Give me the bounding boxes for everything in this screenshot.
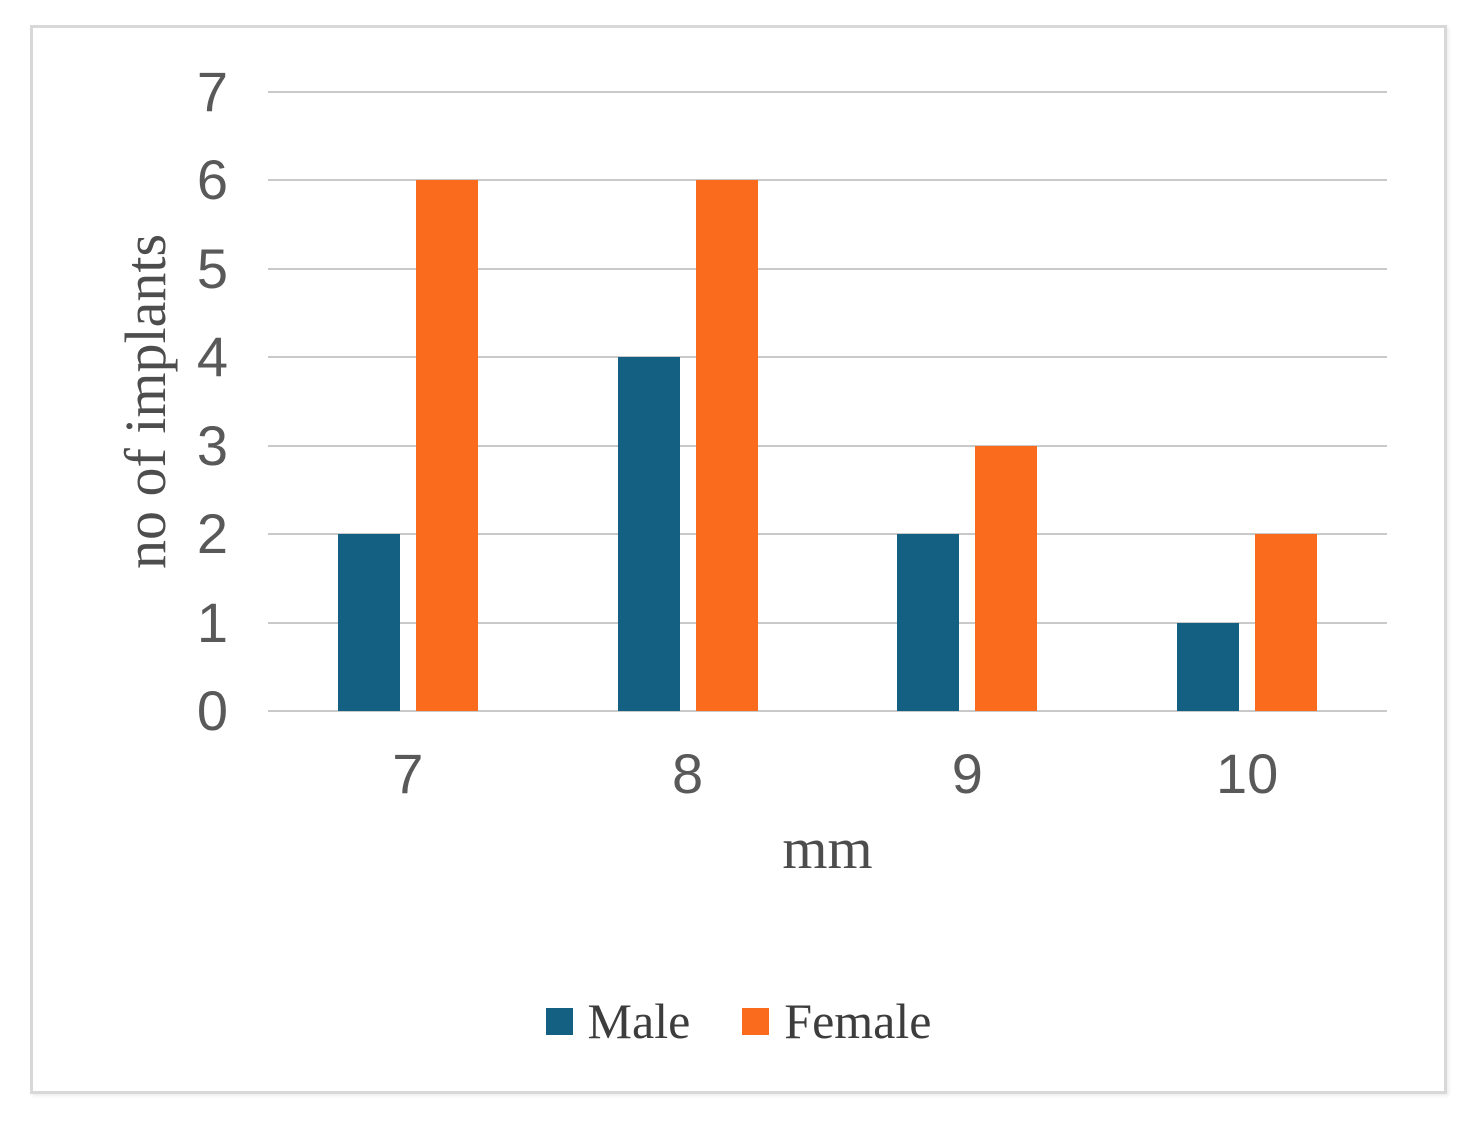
- gridline-y-3: [268, 444, 1387, 447]
- x-tick-label-7: 7: [392, 742, 424, 805]
- gridline-y-7: [268, 91, 1387, 93]
- gridline-y-6: [268, 179, 1387, 182]
- legend-swatch-male: [545, 1007, 573, 1035]
- bar-male-8: [617, 357, 680, 711]
- y-tick-label-7: 7: [196, 60, 228, 123]
- legend: Male Female: [33, 986, 1444, 1056]
- bar-female-8: [695, 180, 758, 711]
- y-tick-label-1: 1: [196, 590, 228, 654]
- legend-swatch-female: [742, 1007, 770, 1035]
- gridline-y-5: [268, 267, 1387, 270]
- gridline-y-0: [268, 710, 1387, 712]
- y-tick-label-5: 5: [196, 236, 228, 300]
- x-tick-label-8: 8: [672, 742, 704, 805]
- gridline-y-4: [268, 356, 1387, 359]
- legend-label-male: Male: [587, 993, 691, 1049]
- bar-male-7: [337, 534, 400, 711]
- legend-item-male: Male: [545, 993, 691, 1049]
- bar-male-10: [1177, 622, 1240, 711]
- y-tick-label-2: 2: [196, 502, 228, 566]
- gridline-y-2: [268, 533, 1387, 536]
- legend-item-female: Female: [742, 996, 931, 1046]
- gridline-y-1: [268, 621, 1387, 624]
- x-axis-title: mm: [782, 816, 873, 881]
- bar-female-7: [415, 180, 478, 711]
- plot-area: [268, 91, 1387, 712]
- bar-female-9: [975, 445, 1038, 711]
- y-tick-label-6: 6: [196, 148, 228, 212]
- x-tick-label-10: 10: [1215, 742, 1279, 805]
- bar-male-9: [897, 534, 960, 711]
- x-tick-label-9: 9: [951, 742, 983, 805]
- y-tick-label-3: 3: [196, 413, 228, 477]
- y-tick-label-0: 0: [196, 679, 228, 742]
- y-tick-label-4: 4: [196, 325, 228, 389]
- bar-female-10: [1255, 534, 1318, 711]
- legend-label-female: Female: [784, 993, 932, 1049]
- x-axis-tick-labels: 7 8 9 10: [268, 746, 1387, 821]
